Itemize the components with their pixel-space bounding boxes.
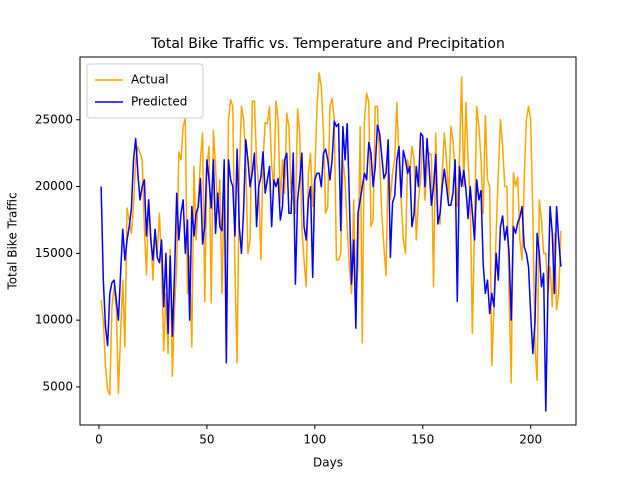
- x-tick-label: 50: [199, 433, 214, 447]
- y-tick-label: 10000: [35, 313, 73, 327]
- y-tick-label: 25000: [35, 112, 73, 126]
- x-tick-label: 100: [303, 433, 326, 447]
- legend-box: [86, 63, 204, 119]
- x-tick-label: 200: [519, 433, 542, 447]
- legend: Actual Predicted: [86, 63, 204, 119]
- chart-title: Total Bike Traffic vs. Temperature and P…: [150, 36, 505, 52]
- x-axis-label: Days: [313, 456, 343, 470]
- y-tick-label: 5000: [42, 379, 73, 393]
- y-tick-label: 15000: [35, 246, 73, 260]
- x-tick-label: 0: [95, 433, 103, 447]
- series-line: [100, 120, 562, 412]
- legend-label: Predicted: [131, 95, 187, 109]
- y-axis-label: Total Bike Traffic: [6, 192, 20, 290]
- x-tick-label: 150: [411, 433, 434, 447]
- legend-label: Actual: [131, 73, 169, 87]
- y-tick-label: 20000: [35, 179, 73, 193]
- axes-frame: [79, 56, 577, 426]
- plot-area: [100, 72, 562, 412]
